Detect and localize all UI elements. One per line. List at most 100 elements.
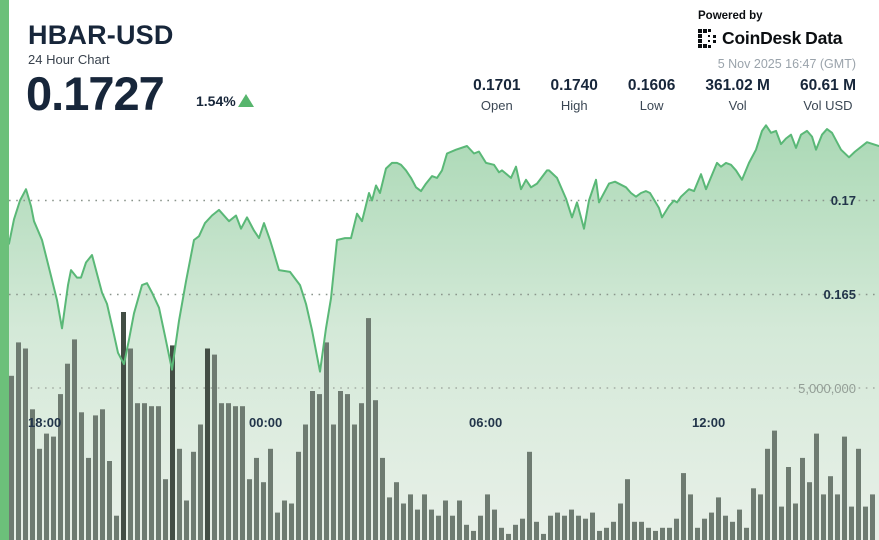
volume-bar xyxy=(72,339,77,540)
volume-bar xyxy=(527,451,532,540)
volume-bar xyxy=(499,527,504,540)
volume-bar xyxy=(163,479,168,540)
stat-high: 0.1740 High xyxy=(551,77,598,113)
volume-bar xyxy=(618,503,623,540)
volume-bar xyxy=(450,515,455,540)
volume-bar xyxy=(331,424,336,540)
volume-bar xyxy=(807,482,812,540)
stat-value: 60.61 M xyxy=(799,77,856,94)
volume-bar xyxy=(303,424,308,540)
volume-bar xyxy=(793,503,798,540)
volume-bar xyxy=(86,457,91,540)
chart-subtitle: 24 Hour Chart xyxy=(28,52,110,67)
volume-bar xyxy=(828,476,833,540)
volume-bar xyxy=(709,512,714,540)
volume-bar xyxy=(779,506,784,540)
volume-bar xyxy=(870,494,875,540)
timestamp: 5 Nov 2025 16:47 (GMT) xyxy=(717,57,856,71)
stat-label: Vol USD xyxy=(803,98,853,113)
coindesk-logo-text: CoinDesk Data xyxy=(722,28,843,48)
stat-label: Open xyxy=(480,98,513,113)
volume-bar xyxy=(373,400,378,540)
volume-bar xyxy=(44,433,49,540)
volume-bar xyxy=(149,406,154,540)
volume-bar xyxy=(387,497,392,540)
volume-bar xyxy=(338,391,343,540)
volume-bar xyxy=(408,494,413,540)
volume-bar xyxy=(317,394,322,540)
volume-bar xyxy=(590,512,595,540)
volume-bar xyxy=(114,515,119,540)
volume-bar xyxy=(485,494,490,540)
volume-bar xyxy=(170,345,175,540)
volume-bar xyxy=(142,403,147,540)
volume-bar xyxy=(205,348,210,540)
volume-bar xyxy=(814,433,819,540)
stat-value: 0.1740 xyxy=(550,77,598,94)
volume-bar xyxy=(23,348,28,540)
volume-bar xyxy=(464,524,469,540)
accent-bar xyxy=(0,0,9,540)
volume-bar xyxy=(212,354,217,540)
stat-volume-usd: 60.61 M Vol USD xyxy=(800,77,856,113)
volume-bar xyxy=(296,451,301,540)
volume-bar xyxy=(121,312,126,540)
volume-bar xyxy=(562,515,567,540)
volume-bar xyxy=(345,394,350,540)
volume-bar xyxy=(555,512,560,540)
coindesk-logo-icon xyxy=(698,29,717,48)
stat-label: Low xyxy=(639,98,664,113)
volume-bar xyxy=(107,461,112,540)
volume-bar xyxy=(611,521,616,540)
volume-bar xyxy=(366,318,371,540)
current-price: 0.1727 xyxy=(26,67,165,120)
volume-bar xyxy=(751,488,756,540)
coindesk-logo[interactable]: CoinDesk Data xyxy=(698,28,842,49)
volume-bar xyxy=(478,515,483,540)
volume-bar xyxy=(226,403,231,540)
volume-bar xyxy=(702,518,707,540)
volume-bar xyxy=(674,518,679,540)
volume-bar xyxy=(233,406,238,540)
volume-bar xyxy=(443,500,448,540)
powered-by-label: Powered by xyxy=(698,10,763,22)
volume-bar xyxy=(765,448,770,540)
volume-bar xyxy=(128,348,133,540)
stat-label: Vol xyxy=(728,98,747,113)
volume-bar xyxy=(457,500,462,540)
stat-low: 0.1606 Low xyxy=(628,77,675,113)
volume-bar xyxy=(289,503,294,540)
volume-bar xyxy=(695,527,700,540)
volume-bar xyxy=(380,457,385,540)
volume-bar xyxy=(583,518,588,540)
stat-volume: 361.02 M Vol xyxy=(705,77,770,113)
volume-bar xyxy=(513,524,518,540)
volume-bar xyxy=(730,521,735,540)
volume-bar xyxy=(548,515,553,540)
volume-bar xyxy=(716,497,721,540)
volume-bar xyxy=(506,533,511,540)
volume-bar xyxy=(16,342,21,540)
volume-bar xyxy=(436,515,441,540)
stat-value: 0.1701 xyxy=(473,77,521,94)
volume-bar xyxy=(58,394,63,540)
volume-bar xyxy=(758,494,763,540)
volume-bar xyxy=(576,515,581,540)
volume-bar xyxy=(604,527,609,540)
volume-bar xyxy=(415,509,420,540)
volume-bar xyxy=(429,509,434,540)
stat-value: 0.1606 xyxy=(627,77,676,94)
volume-bar xyxy=(492,509,497,540)
volume-bar xyxy=(639,521,644,540)
volume-bar xyxy=(632,521,637,540)
volume-bar xyxy=(9,375,14,540)
volume-bar xyxy=(352,424,357,540)
volume-bar xyxy=(135,403,140,540)
volume-bar xyxy=(541,533,546,540)
volume-bar xyxy=(786,467,791,540)
volume-bar xyxy=(268,448,273,540)
volume-bar xyxy=(37,448,42,540)
volume-bar xyxy=(324,342,329,540)
